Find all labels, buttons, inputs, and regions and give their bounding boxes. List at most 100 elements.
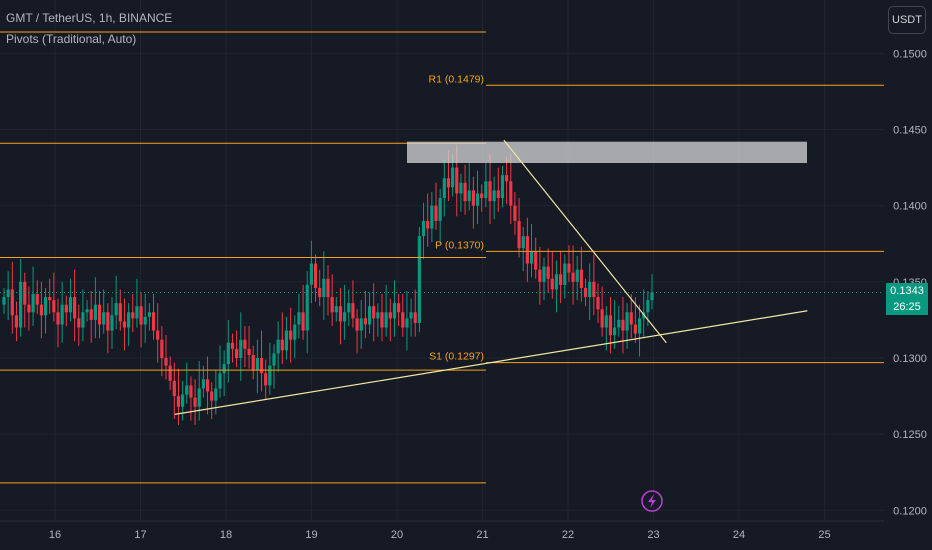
candle [2,287,6,314]
candle [160,326,164,377]
candle-body [459,182,463,194]
candle [230,333,235,363]
candle-body [646,300,650,313]
candle-body [550,278,554,290]
current-price-label: 0.1343 [886,283,928,300]
candle [484,163,488,208]
candle [554,260,559,313]
candle-body [596,297,600,310]
candle-body [475,193,480,206]
candle-body [85,309,89,313]
candle-body [222,364,226,374]
candle-body [629,312,633,325]
candle [10,262,14,334]
candle-body [297,312,301,325]
candle [463,164,467,215]
candle [351,280,355,328]
x-tick-label: 20 [391,529,403,541]
candle [592,254,596,316]
candle-body [517,220,521,249]
candle-body [567,263,571,273]
candle-body [48,297,52,301]
candle-body [384,312,388,328]
candle-body [405,318,409,328]
candle-body [326,278,330,298]
candle-body [571,272,575,282]
candle-body [546,266,550,279]
candle-body [23,281,27,305]
candle-body [139,306,143,325]
candle-body [160,339,164,358]
candle-body [255,357,259,371]
candle [372,283,376,342]
candle [492,176,496,220]
candle [330,274,334,327]
candle [421,202,426,259]
candle [521,226,525,272]
price-axis: 0.15000.14500.14000.13500.13000.12500.12… [893,48,927,517]
x-tick-label: 21 [476,529,488,541]
candle-body [426,220,430,229]
candle [276,321,280,372]
candle-body [496,190,500,199]
candle-body [110,315,114,331]
descending-resistance-line [503,139,667,344]
candle-body [438,198,442,221]
candle [151,294,156,340]
candle-body [35,294,39,305]
x-tick-label: 23 [647,529,659,541]
candle [438,188,442,244]
candle [210,382,214,419]
candle-body [135,306,139,319]
candle [147,303,151,331]
candle-body [205,379,210,392]
candle [106,303,110,354]
candle-body [467,190,471,202]
candle-body [376,312,380,319]
indicator-title[interactable]: Pivots (Traditional, Auto) [6,32,137,46]
candle [193,379,197,426]
candle [517,198,521,258]
candle [6,271,10,320]
trendlines [174,139,808,415]
candle [264,359,268,400]
candle [93,277,97,339]
candle-body [168,365,172,381]
candle [218,345,222,398]
candle [617,306,621,337]
candle-body [218,373,222,389]
candle-body [39,304,43,316]
candle-body [68,297,73,313]
candle-body [31,294,35,313]
y-tick-label: 0.1450 [893,124,927,136]
candle [235,330,239,368]
candle-body [230,342,235,349]
candle [56,298,60,348]
candle-body [388,312,392,319]
candle-body [77,318,81,328]
candle-body [583,287,588,298]
candle-body [293,324,297,340]
x-tick-label: 25 [818,529,830,541]
candle [480,184,484,212]
candle [405,290,409,351]
lightning-icon[interactable] [641,490,663,512]
candle [77,304,81,346]
candle-body [247,348,251,355]
candle-body [554,274,559,290]
x-tick-label: 22 [562,529,574,541]
candle-body [451,167,455,188]
candle [168,356,172,390]
currency-button[interactable]: USDT [888,6,926,34]
candle-body [309,263,313,285]
candle [243,326,247,368]
x-tick-label: 19 [305,529,317,541]
candle-body [43,297,48,316]
candle-body [239,339,243,358]
candle-body [235,348,239,358]
candle [459,173,463,212]
candle [143,294,147,343]
candle [467,163,471,211]
candle [201,365,205,398]
